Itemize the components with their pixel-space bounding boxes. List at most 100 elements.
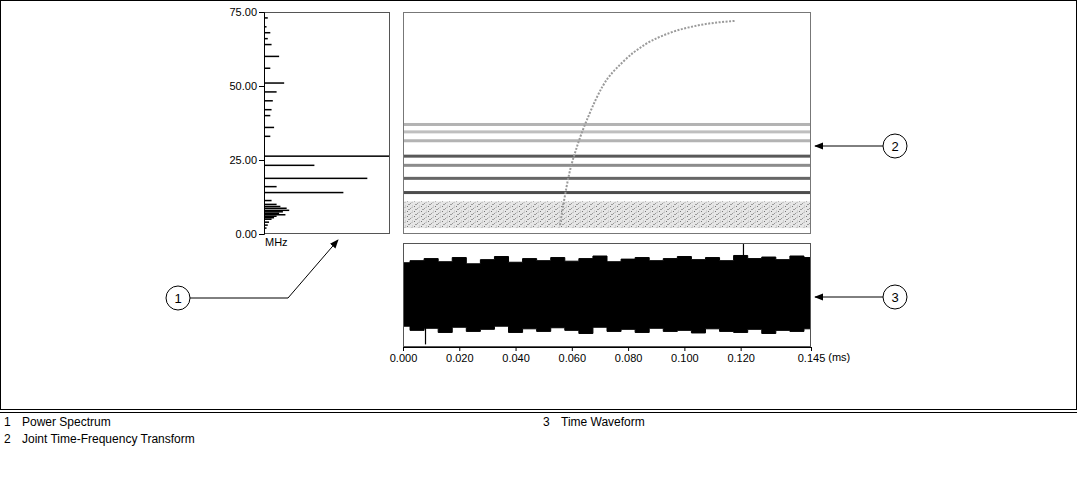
key-label: Joint Time-Frequency Transform [22,432,195,446]
callout-arrow [815,146,883,147]
y-axis: 0.00 25.00 50.00 75.00 [229,6,264,240]
key-label: Power Spectrum [22,415,111,429]
bar [264,127,274,129]
tick: 0.080 [615,347,643,364]
bar [264,178,367,180]
bar [264,215,277,217]
tick: 0.145 [798,347,826,364]
tick: 0.020 [446,347,474,364]
tick-label: 0.060 [559,352,587,364]
tick-mark [259,160,264,161]
tick-mark [259,86,264,87]
frequency-band [403,191,811,194]
waveform-spike [425,295,426,344]
tick-label: 0.100 [671,352,699,364]
spectrogram-marks [403,21,811,228]
bar [264,210,289,212]
waveform-spike [743,244,744,295]
tick: 25.00 [229,154,264,166]
bar [264,192,343,194]
frequency-band [403,177,811,180]
plot-background [403,12,811,234]
frequency-band [403,155,811,158]
key-number: 3 [543,415,550,429]
bar [264,213,279,215]
bar [264,100,273,102]
bar [264,218,272,220]
tick-label: 0.080 [615,352,643,364]
callout-circle [883,134,907,158]
frequency-band [403,123,811,126]
tick-label: 0.020 [446,352,474,364]
bar [264,214,285,216]
plot-background [403,243,811,347]
tick-mark [628,347,629,351]
tick-label: 0.00 [236,228,257,240]
bar [264,82,284,84]
callout-arrow [190,240,338,298]
tick: 0.100 [671,347,699,364]
tick: 0.040 [502,347,530,364]
key-number: 2 [4,432,11,446]
tick-mark [516,347,517,351]
key-number: 1 [4,415,11,429]
tick-mark [259,234,264,235]
callout-number: 3 [891,290,898,305]
bar [264,109,272,111]
bar [264,165,314,167]
frequency-band [403,139,811,142]
frequency-band [403,130,811,133]
bar [264,207,287,209]
plot-frame [404,244,811,347]
chirp [560,21,735,225]
bar [264,206,280,208]
noise-band [403,201,811,228]
bar [264,217,274,219]
waveform-envelope [403,255,811,333]
axis-title: MHz [265,236,288,248]
tick: 50.00 [229,80,264,92]
tick-label: 25.00 [229,154,257,166]
tick: 0.00 [236,228,264,240]
bar [264,155,390,157]
tick-label: 75.00 [229,6,257,18]
bar [264,91,277,93]
tick-label: 0.000 [390,352,418,364]
callout-circle [166,286,190,310]
tick-mark [259,12,264,13]
x-axis: 0.000 0.020 0.040 0.060 0.080 0.100 0.120 0.145 [390,347,826,364]
bar [264,204,277,206]
tick-mark [403,347,404,351]
tick: 75.00 [229,6,264,18]
callout-number: 2 [891,139,898,154]
tick: 0.000 [390,347,418,364]
bars [264,17,390,229]
tick: 0.060 [559,347,587,364]
figure-frame [1,1,1077,410]
callout-number: 1 [174,291,181,306]
tick-label: 0.040 [502,352,530,364]
tick-mark [811,347,812,351]
tick-label: 0.145 [798,352,826,364]
key-label: Time Waveform [561,415,645,429]
plot-background [264,12,390,234]
waveform-marks [403,244,811,344]
tick-mark [741,347,742,351]
key-separator [0,412,1077,413]
tick-label: 50.00 [229,80,257,92]
bar [264,211,283,213]
axis-title: (ms) [828,351,850,363]
tick: 0.120 [727,347,755,364]
bar [264,186,277,188]
frequency-band [403,164,811,167]
bar [264,200,272,202]
plot-frame [265,13,390,234]
tick-mark [572,347,573,351]
bar [264,44,272,46]
tick-mark [459,347,460,351]
axis-line [404,348,812,352]
callout-arrow [815,297,883,298]
plot-frame [404,13,811,234]
tick-mark [684,347,685,351]
figure: 0.0025.0050.0075.00MHz0.0000.0200.0400.0… [0,0,1077,479]
